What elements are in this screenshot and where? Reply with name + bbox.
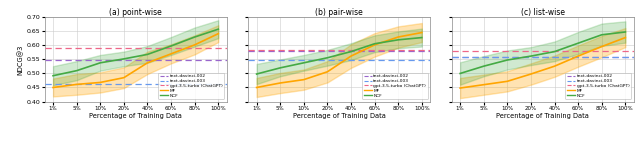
Title: (b) pair-wise: (b) pair-wise xyxy=(316,8,363,17)
X-axis label: Percentage of Training Data: Percentage of Training Data xyxy=(496,113,589,119)
Title: (a) point-wise: (a) point-wise xyxy=(109,8,162,17)
Title: (c) list-wise: (c) list-wise xyxy=(521,8,564,17)
X-axis label: Percentage of Training Data: Percentage of Training Data xyxy=(292,113,386,119)
Legend: text-davinci-002, text-davinci-003, gpt-3.5-turbo (ChatGPT), MF, NCF: text-davinci-002, text-davinci-003, gpt-… xyxy=(158,72,224,99)
Legend: text-davinci-002, text-davinci-003, gpt-3.5-turbo (ChatGPT), MF, NCF: text-davinci-002, text-davinci-003, gpt-… xyxy=(565,72,632,99)
X-axis label: Percentage of Training Data: Percentage of Training Data xyxy=(89,113,182,119)
Y-axis label: NDCG@3: NDCG@3 xyxy=(18,44,24,75)
Legend: text-davinci-002, text-davinci-003, gpt-3.5-turbo (ChatGPT), MF, NCF: text-davinci-002, text-davinci-003, gpt-… xyxy=(362,72,428,99)
